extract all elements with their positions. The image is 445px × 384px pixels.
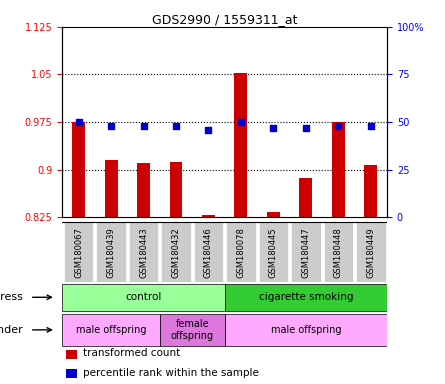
Point <box>75 119 82 125</box>
Text: stress: stress <box>0 292 23 302</box>
Bar <box>202 215 215 217</box>
Bar <box>65 349 77 359</box>
FancyBboxPatch shape <box>291 222 320 282</box>
FancyBboxPatch shape <box>160 314 225 346</box>
Bar <box>332 122 345 217</box>
Text: transformed count: transformed count <box>83 348 181 358</box>
Text: male offspring: male offspring <box>76 325 146 335</box>
FancyBboxPatch shape <box>62 314 160 346</box>
FancyBboxPatch shape <box>62 283 225 311</box>
Text: GSM180446: GSM180446 <box>204 227 213 278</box>
Bar <box>364 165 377 217</box>
FancyBboxPatch shape <box>225 283 387 311</box>
Bar <box>137 163 150 217</box>
Point <box>205 127 212 133</box>
Bar <box>72 122 85 217</box>
Bar <box>267 212 280 217</box>
Point <box>108 123 115 129</box>
FancyBboxPatch shape <box>324 222 353 282</box>
Title: GDS2990 / 1559311_at: GDS2990 / 1559311_at <box>152 13 297 26</box>
Point <box>368 123 375 129</box>
Bar <box>105 160 117 217</box>
Text: female
offspring: female offspring <box>171 319 214 341</box>
Bar <box>299 178 312 217</box>
FancyBboxPatch shape <box>129 222 158 282</box>
Point <box>335 123 342 129</box>
Text: GSM180432: GSM180432 <box>171 227 181 278</box>
Point <box>303 125 310 131</box>
Text: GSM180439: GSM180439 <box>106 227 116 278</box>
Text: GSM180448: GSM180448 <box>334 227 343 278</box>
Bar <box>65 369 77 378</box>
FancyBboxPatch shape <box>259 222 288 282</box>
Text: GSM180447: GSM180447 <box>301 227 311 278</box>
Text: GSM180449: GSM180449 <box>366 227 376 278</box>
Text: gender: gender <box>0 325 23 335</box>
FancyBboxPatch shape <box>97 222 125 282</box>
Text: control: control <box>125 292 162 302</box>
Point <box>140 123 147 129</box>
Point <box>270 125 277 131</box>
Bar <box>235 73 247 217</box>
Text: GSM180445: GSM180445 <box>269 227 278 278</box>
FancyBboxPatch shape <box>225 314 387 346</box>
Point <box>238 119 245 125</box>
FancyBboxPatch shape <box>64 222 93 282</box>
Text: GSM180078: GSM180078 <box>236 227 246 278</box>
Text: cigarette smoking: cigarette smoking <box>259 292 353 302</box>
FancyBboxPatch shape <box>227 222 255 282</box>
Text: percentile rank within the sample: percentile rank within the sample <box>83 368 259 378</box>
Text: GSM180443: GSM180443 <box>139 227 148 278</box>
FancyBboxPatch shape <box>162 222 190 282</box>
FancyBboxPatch shape <box>194 222 223 282</box>
Point <box>173 123 180 129</box>
Bar <box>170 162 182 217</box>
FancyBboxPatch shape <box>356 222 385 282</box>
Text: male offspring: male offspring <box>271 325 341 335</box>
Text: GSM180067: GSM180067 <box>74 227 83 278</box>
